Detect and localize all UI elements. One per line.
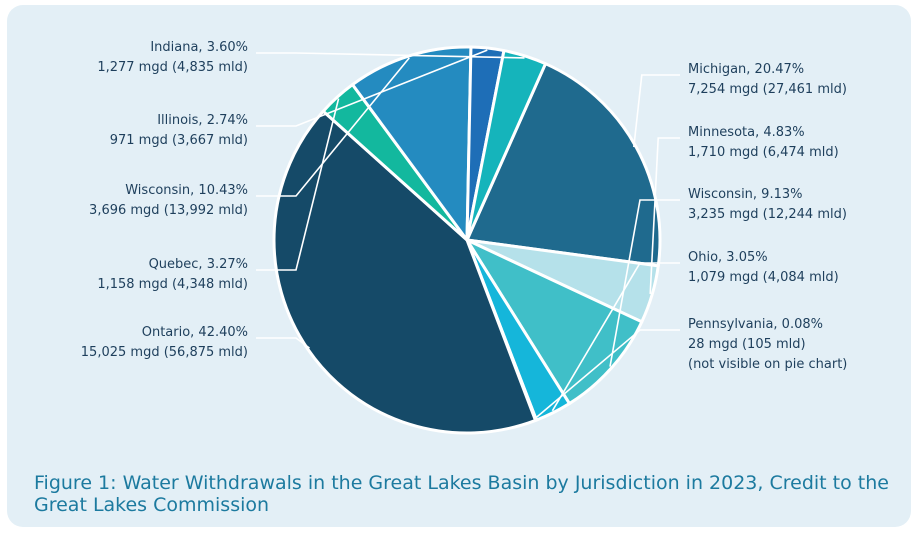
leader-line-4 (534, 329, 680, 420)
leader-line-7 (256, 57, 410, 197)
leader-line-6 (256, 98, 340, 271)
leader-line-5 (256, 337, 310, 349)
slice-label-3-line-2: 1,079 mgd (4,084 mld) (688, 270, 839, 285)
leader-line-0 (633, 74, 680, 148)
slice-label-6-line-2: 1,158 mgd (4,348 mld) (97, 277, 248, 292)
slice-label-7-line-1: Wisconsin, 10.43% (125, 183, 248, 198)
leader-line-3 (551, 262, 680, 412)
pie-slice-wisconsin-2 (465, 238, 644, 406)
slice-label-1-line-1: Minnesota, 4.83% (688, 125, 805, 140)
leader-line-1 (649, 137, 680, 294)
slice-label-6-line-1: Quebec, 3.27% (149, 257, 248, 272)
slice-label-0-line-2: 7,254 mgd (27,461 mld) (688, 82, 847, 97)
slice-label-1-line-2: 1,710 mgd (6,474 mld) (688, 145, 839, 160)
slice-label-2-line-2: 3,235 mgd (12,244 mld) (688, 207, 847, 222)
slice-label-8-line-2: 971 mgd (3,667 mld) (110, 133, 248, 148)
slice-label-2-line-1: Wisconsin, 9.13% (688, 187, 802, 202)
slice-label-9-line-2: 1,277 mgd (4,835 mld) (97, 60, 248, 75)
slice-label-4-line-2: 28 mgd (105 mld) (688, 337, 806, 352)
leader-line-9 (256, 52, 525, 59)
slice-label-5-line-1: Ontario, 42.40% (142, 325, 248, 340)
slice-label-0-line-1: Michigan, 20.47% (688, 62, 804, 77)
slice-label-4-line-3: (not visible on pie chart) (688, 357, 847, 372)
pie-slice-ontario-5 (272, 109, 537, 435)
figure-caption: Figure 1: Water Withdrawals in the Great… (34, 472, 889, 516)
slice-label-8-line-1: Illinois, 2.74% (157, 113, 248, 128)
slice-label-3-line-1: Ohio, 3.05% (688, 250, 768, 265)
pie-slice-michigan-0 (465, 62, 662, 268)
pie-slice-indiana-9 (465, 49, 547, 242)
leader-line-8 (256, 49, 488, 127)
leader-line-2 (609, 199, 680, 367)
slice-label-5-line-2: 15,025 mgd (56,875 mld) (81, 345, 248, 360)
slice-label-9-line-1: Indiana, 3.60% (150, 40, 248, 55)
slice-label-4-line-1: Pennsylvania, 0.08% (688, 317, 823, 332)
slice-label-7-line-2: 3,696 mgd (13,992 mld) (89, 203, 248, 218)
